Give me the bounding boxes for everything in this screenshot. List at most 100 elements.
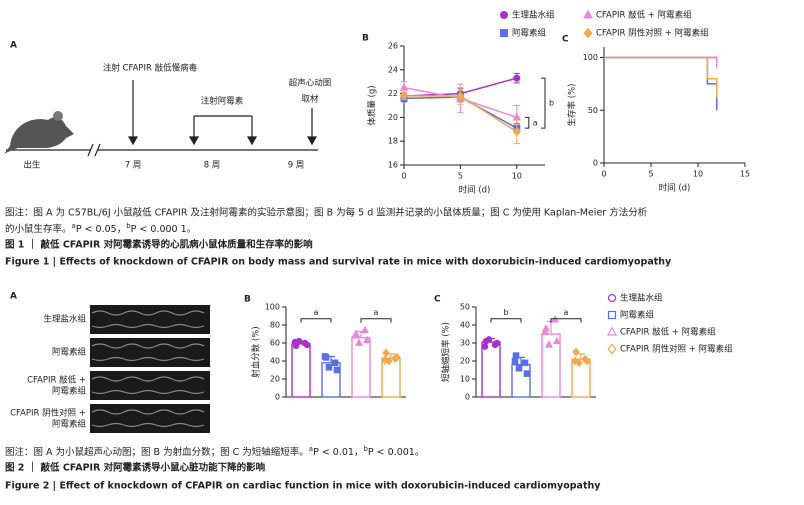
event-label: 注射阿霉素 xyxy=(201,96,244,107)
panel-letter: B xyxy=(244,295,251,305)
sig-bracket xyxy=(360,318,392,323)
sig-bracket xyxy=(490,318,522,323)
data-point xyxy=(360,325,370,334)
figure-title-en: Figure 1 | Effects of knockdown of CFAPI… xyxy=(5,257,672,268)
echo-image xyxy=(90,305,210,334)
x-tick-label: 5 xyxy=(458,172,463,181)
timepoint: 9 周 xyxy=(288,161,305,171)
y-axis-label: 体质量 (g) xyxy=(367,85,378,125)
data-point xyxy=(333,366,341,374)
bar xyxy=(291,343,311,398)
mouse-ear xyxy=(53,111,63,121)
row-label: 阿霉素组 xyxy=(52,386,87,397)
y-tick-label: 80 xyxy=(270,321,280,330)
legend-label: 阿霉素组 xyxy=(512,28,547,39)
data-point xyxy=(571,356,579,366)
y-tick-label: 18 xyxy=(388,137,398,146)
y-tick-label: 100 xyxy=(583,53,598,62)
data-point xyxy=(325,364,333,371)
error-bar xyxy=(577,353,585,360)
x-tick-label: 10 xyxy=(512,172,522,181)
y-tick-label: 40 xyxy=(270,357,280,366)
y-tick-label: 0 xyxy=(465,393,470,402)
y-tick-label: 20 xyxy=(460,357,470,366)
sig-text: P < 0.05， xyxy=(76,224,126,235)
data-point xyxy=(552,336,562,345)
timepoint: 7 周 xyxy=(125,161,142,171)
sig-text: P < 0.000 1。 xyxy=(131,224,197,235)
row-label: 生理盐水组 xyxy=(43,314,86,325)
event-label: 超声心动图 xyxy=(289,78,332,89)
data-point xyxy=(512,127,521,137)
data-point xyxy=(485,336,493,343)
survival-curve xyxy=(604,56,718,98)
data-point xyxy=(291,338,299,346)
data-point xyxy=(481,343,489,350)
sig-mark: b xyxy=(126,222,131,230)
legend-label: CFAPIR 阴性对照 + 阿霉素组 xyxy=(596,28,709,39)
y-tick-label: 30 xyxy=(460,339,470,348)
legend-marker xyxy=(607,310,617,320)
sig-text: P < 0.01， xyxy=(313,447,363,458)
legend-marker xyxy=(500,29,508,37)
y-tick-label: 26 xyxy=(388,42,398,51)
row-label: 阿霉素组 xyxy=(52,419,87,430)
event-label: 注射 CFAPIR 敲低慢病毒 xyxy=(103,63,198,74)
data-point xyxy=(350,331,360,339)
sig-label: b xyxy=(549,99,554,108)
row-label: 阿霉素组 xyxy=(52,347,87,358)
axis-break xyxy=(87,143,101,157)
x-tick-label: 15 xyxy=(740,170,750,179)
arrow-heads xyxy=(127,136,318,146)
data-point xyxy=(572,347,580,357)
sig-label: b xyxy=(503,308,508,317)
data-point xyxy=(354,338,364,346)
sig-mark: b xyxy=(363,445,368,453)
echo-trace xyxy=(91,310,205,428)
data-point xyxy=(399,82,409,91)
data-point xyxy=(515,364,523,372)
timepoint: 出生 xyxy=(23,160,41,171)
legend-marker xyxy=(583,27,593,39)
y-tick-label: 50 xyxy=(460,303,470,312)
y-tick-label: 20 xyxy=(270,375,280,384)
legend-label: 生理盐水组 xyxy=(512,10,555,21)
figure-title: 图 1 ｜ 敲低 CFAPIR 对阿霉素诱导的心肌病小鼠体质量和生存率的影响 xyxy=(5,239,313,251)
sig-label: a xyxy=(374,308,379,317)
x-tick-label: 0 xyxy=(401,172,406,181)
panel-letter: A xyxy=(10,41,17,51)
note-text: 图注：图 A 为小鼠超声心动图；图 B 为射血分数；图 C 为短轴缩短率。 xyxy=(5,446,309,458)
data-point xyxy=(521,359,529,367)
x-axis-label: 时间 (d) xyxy=(459,185,491,196)
bar xyxy=(481,341,501,398)
data-point xyxy=(331,359,339,367)
y-tick-label: 24 xyxy=(388,65,398,74)
y-axis-label: 射血分数 (%) xyxy=(251,326,262,377)
note-text: 的小鼠生存率。 xyxy=(5,223,72,235)
sig-mark: a xyxy=(309,445,313,453)
y-tick-label: 50 xyxy=(588,106,598,115)
figure-title-en: Figure 2 | Effect of knockdown of CFAPIR… xyxy=(5,481,601,492)
panel-letter: C xyxy=(562,35,569,45)
legend-label: 阿霉素组 xyxy=(620,310,655,321)
legend-label: CFAPIR 敲低 + 阿霉素组 xyxy=(596,10,692,21)
y-axis-label: 生存率 (%) xyxy=(567,84,578,127)
sig-bracket xyxy=(550,318,582,323)
y-tick-label: 0 xyxy=(593,159,598,168)
legend-marker xyxy=(607,293,617,303)
legend-label: 生理盐水组 xyxy=(620,293,663,304)
y-tick-label: 0 xyxy=(275,393,280,402)
legend-label: CFAPIR 敲低 + 阿霉素组 xyxy=(620,327,716,338)
y-tick-label: 22 xyxy=(388,89,398,98)
sig-label: a xyxy=(314,308,319,317)
y-tick-label: 60 xyxy=(270,339,280,348)
legend-marker xyxy=(606,326,618,336)
y-tick-label: 100 xyxy=(265,303,280,312)
legend-marker xyxy=(583,9,593,19)
caption-note: 图注：图 A 为小鼠超声心动图；图 B 为射血分数；图 C 为短轴缩短率。aP … xyxy=(5,445,424,458)
legend-label: CFAPIR 阴性对照 + 阿霉素组 xyxy=(620,344,733,355)
data-point xyxy=(321,353,329,360)
data-point xyxy=(540,327,550,336)
x-tick-label: 0 xyxy=(601,170,606,179)
